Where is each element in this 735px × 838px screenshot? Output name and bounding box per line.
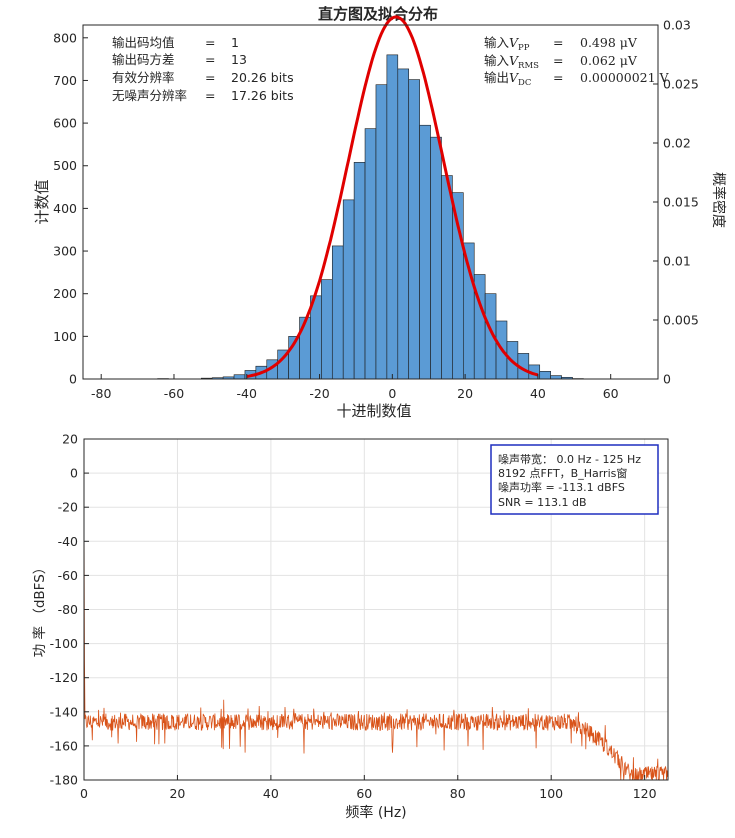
x-tick-label: 0 [80, 786, 88, 801]
y2-tick-label: 0.01 [663, 254, 691, 269]
histogram-bar [540, 371, 551, 379]
histogram-bar [376, 85, 387, 379]
y-tick-label: -40 [58, 534, 78, 549]
x-tick-label: 60 [603, 386, 619, 401]
x-tick-label: 20 [169, 786, 185, 801]
y-tick-label: -80 [58, 602, 78, 617]
y-tick-label: 0 [70, 466, 78, 481]
x-tick-label: -20 [309, 386, 329, 401]
histogram-bar [321, 280, 332, 379]
stat-value: 0.00000021 V [580, 70, 670, 85]
histogram-bar [441, 176, 452, 379]
histogram-y-label: 计数值 [33, 179, 51, 224]
spectrum-y-ticks: 20 0 -20 -40 -60 -80 -100 -120 -140 -160 -180 [50, 432, 89, 788]
histogram-bar [365, 129, 376, 379]
spectrum-x-label: 频率 (Hz) [345, 804, 406, 821]
legend-line: SNR = 113.1 dB [498, 496, 587, 509]
spectrum-chart: 0 20 40 60 80 100 120 20 0 -20 -40 -60 -80 -100 -120 -… [31, 432, 668, 822]
x-tick-label: 80 [450, 786, 466, 801]
histogram-x-label: 十进制数值 [336, 402, 411, 420]
histogram-bar [343, 200, 354, 379]
stat-eq: = [205, 35, 215, 50]
y2-tick-label: 0 [663, 372, 671, 387]
legend-line: 8192 点FFT，B_Harris窗 [498, 466, 627, 480]
y-tick-label: -180 [50, 773, 78, 788]
stat-eq: = [553, 70, 563, 85]
stat-value: 0.062 μV [580, 53, 638, 68]
stat-value: 13 [231, 52, 247, 67]
stat-value: 0.498 μV [580, 35, 638, 50]
histogram-y2-label: 概率密度 [710, 172, 727, 228]
y-tick-label: 800 [53, 30, 77, 45]
y-tick-label: 100 [53, 329, 77, 344]
stat-prefix: 输出 [484, 70, 509, 85]
y2-tick-label: 0.03 [663, 18, 691, 33]
stat-label: 输出码方差 [112, 52, 175, 67]
stat-value: 20.26 bits [231, 70, 294, 85]
stat-eq: = [553, 35, 563, 50]
stat-subscript: PP [518, 43, 530, 53]
histogram-chart: 直方图及拟合分布 -80 -60 -40 -20 0 20 40 60 0 100 200 300 4… [33, 5, 727, 420]
stat-label: 有效分辨率 [112, 70, 175, 85]
histogram-bar [551, 376, 562, 379]
y-tick-label: 700 [53, 73, 77, 88]
y2-tick-label: 0.005 [663, 313, 699, 328]
x-tick-label: 120 [633, 786, 657, 801]
histogram-bar [431, 137, 442, 379]
histogram-bar [420, 125, 431, 379]
legend-line: 噪声带宽： 0.0 Hz - 125 Hz [498, 452, 641, 466]
y-tick-label: 200 [53, 286, 77, 301]
y-tick-label: 20 [62, 432, 78, 447]
histogram-bar [409, 80, 420, 379]
x-tick-label: 60 [356, 786, 372, 801]
stat-eq: = [205, 52, 215, 67]
y-tick-label: -100 [50, 636, 78, 651]
y-tick-label: 300 [53, 244, 77, 259]
x-tick-label: 20 [457, 386, 473, 401]
histogram-bar [398, 69, 409, 379]
stat-subscript: RMS [518, 61, 539, 71]
stat-prefix: 输入 [484, 35, 510, 50]
spectrum-y-label: 功 率 （dBFS） [31, 561, 48, 658]
stat-prefix: 输入 [484, 53, 510, 68]
stat-value: 1 [231, 35, 239, 50]
y-tick-label: 600 [53, 116, 77, 131]
y2-tick-label: 0.015 [663, 195, 699, 210]
histogram-bar [332, 246, 343, 379]
x-tick-label: -40 [237, 386, 257, 401]
y-tick-label: -120 [50, 670, 78, 685]
y-tick-label: -160 [50, 738, 78, 753]
stat-value: 17.26 bits [231, 88, 294, 103]
histogram-bar [387, 55, 398, 379]
spectrum-legend-box: 噪声带宽： 0.0 Hz - 125 Hz 8192 点FFT，B_Harris… [491, 445, 658, 514]
stat-subscript: DC [518, 78, 531, 88]
legend-line: 噪声功率 = -113.1 dBFS [498, 480, 625, 494]
y-tick-label: -140 [50, 704, 78, 719]
y-tick-label: -60 [58, 568, 78, 583]
histogram-title: 直方图及拟合分布 [318, 5, 438, 23]
stat-label: 无噪声分辨率 [112, 88, 187, 103]
histogram-bar [300, 317, 311, 379]
stat-label: 输出码均值 [112, 35, 175, 50]
y2-tick-label: 0.02 [663, 136, 691, 151]
x-tick-label: 0 [388, 386, 396, 401]
x-tick-label: 40 [263, 786, 279, 801]
histogram-bar [354, 162, 365, 379]
stat-eq: = [205, 88, 215, 103]
y-tick-label: 500 [53, 158, 77, 173]
x-tick-label: -60 [164, 386, 184, 401]
x-tick-label: 100 [539, 786, 563, 801]
x-tick-label: -80 [91, 386, 111, 401]
stat-eq: = [205, 70, 215, 85]
histogram-bar [234, 375, 245, 379]
x-tick-label: 40 [530, 386, 546, 401]
y-tick-label: 400 [53, 201, 77, 216]
y-tick-label: -20 [58, 500, 78, 515]
y-tick-label: 0 [69, 372, 77, 387]
stat-eq: = [553, 53, 563, 68]
